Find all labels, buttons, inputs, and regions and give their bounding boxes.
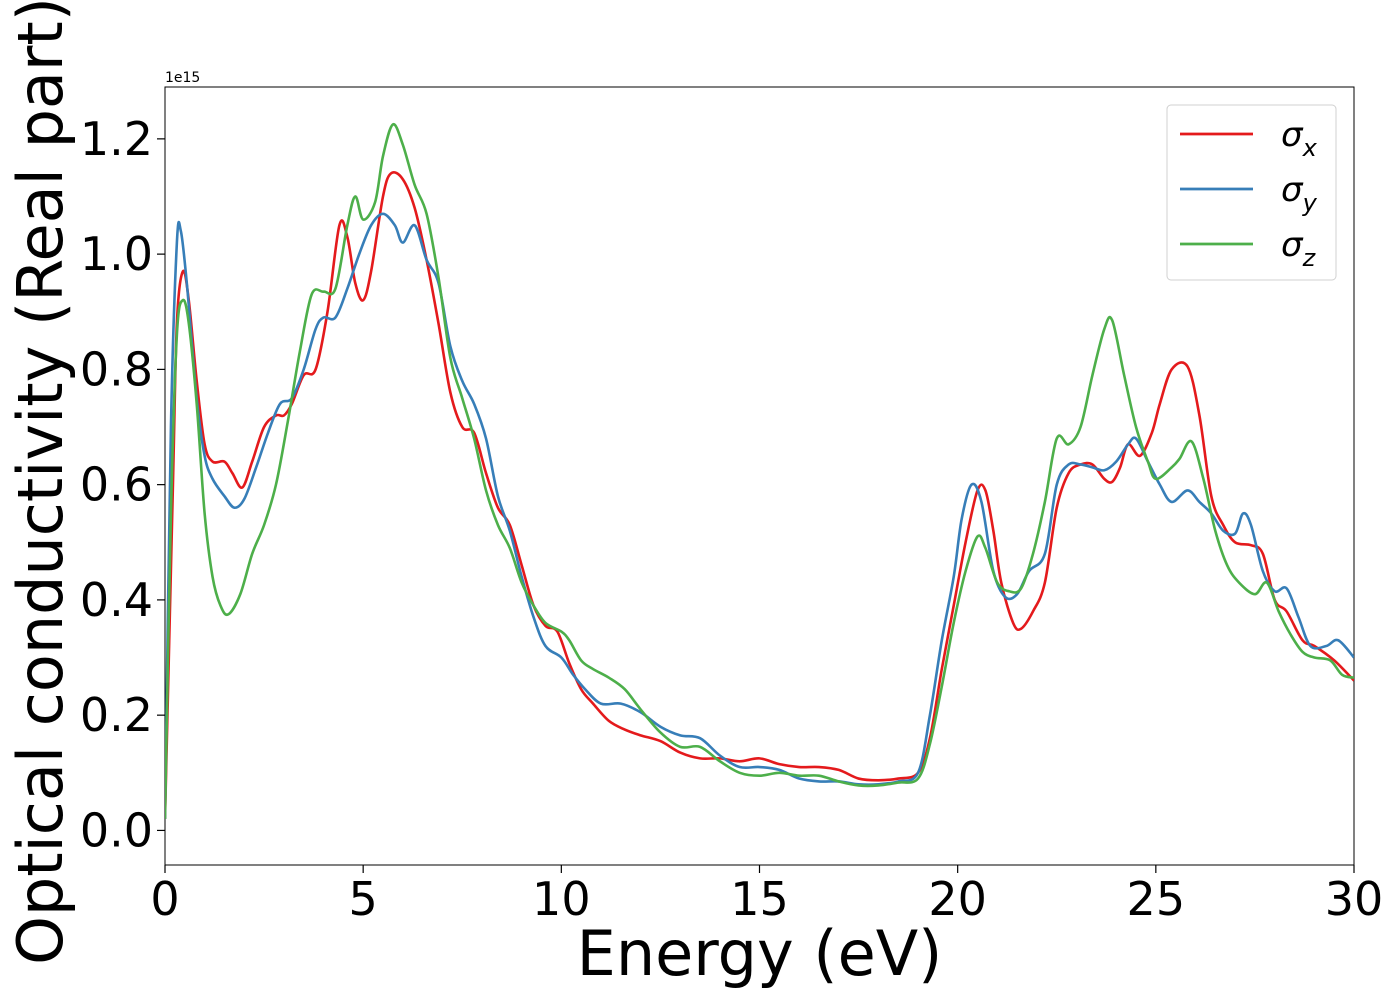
legend-subscript: x [1302, 134, 1318, 162]
x-tick-label: 5 [349, 872, 378, 926]
y-tick-label: 1.2 [80, 112, 153, 166]
x-tick-label: 15 [730, 872, 789, 926]
y-tick-label: 0.0 [80, 803, 153, 857]
x-tick-label: 0 [150, 872, 179, 926]
x-tick-label: 20 [928, 872, 987, 926]
x-tick-label: 30 [1325, 872, 1384, 926]
x-axis-title: Energy (eV) [577, 917, 943, 990]
series-line-y [165, 212, 1354, 819]
legend-label-y: σy [1281, 170, 1318, 217]
y-axis-title: Optical conductivity (Real part) [4, 0, 77, 965]
legend-subscript: z [1302, 244, 1317, 272]
legend-sigma: σ [1281, 115, 1304, 155]
plot-area: 0 5 10 15 20 25 30 0.0 0.2 0.4 0.6 0.8 1.0 1.2 [80, 86, 1383, 926]
series-line-z [165, 123, 1354, 819]
series-layer [165, 123, 1354, 819]
y-tick-label: 0.2 [80, 688, 153, 742]
legend-sigma: σ [1281, 170, 1304, 210]
y-offset-label: 1e15 [165, 70, 200, 86]
y-tick-label: 1.0 [80, 227, 153, 281]
legend-sigma: σ [1281, 225, 1304, 265]
x-tick-label: 25 [1127, 872, 1186, 926]
legend-label-z: σz [1281, 225, 1317, 272]
y-tick-label: 0.6 [80, 458, 153, 512]
legend-box [1166, 104, 1337, 281]
legend-label-x: σx [1281, 115, 1318, 162]
axes-layer: 0 5 10 15 20 25 30 0.0 0.2 0.4 0.6 0.8 1.0 1.2 [80, 112, 1383, 926]
legend-subscript: y [1302, 189, 1318, 217]
y-tick-label: 0.4 [80, 573, 153, 627]
y-tick-label: 0.8 [80, 342, 153, 396]
x-tick-label: 10 [532, 872, 591, 926]
